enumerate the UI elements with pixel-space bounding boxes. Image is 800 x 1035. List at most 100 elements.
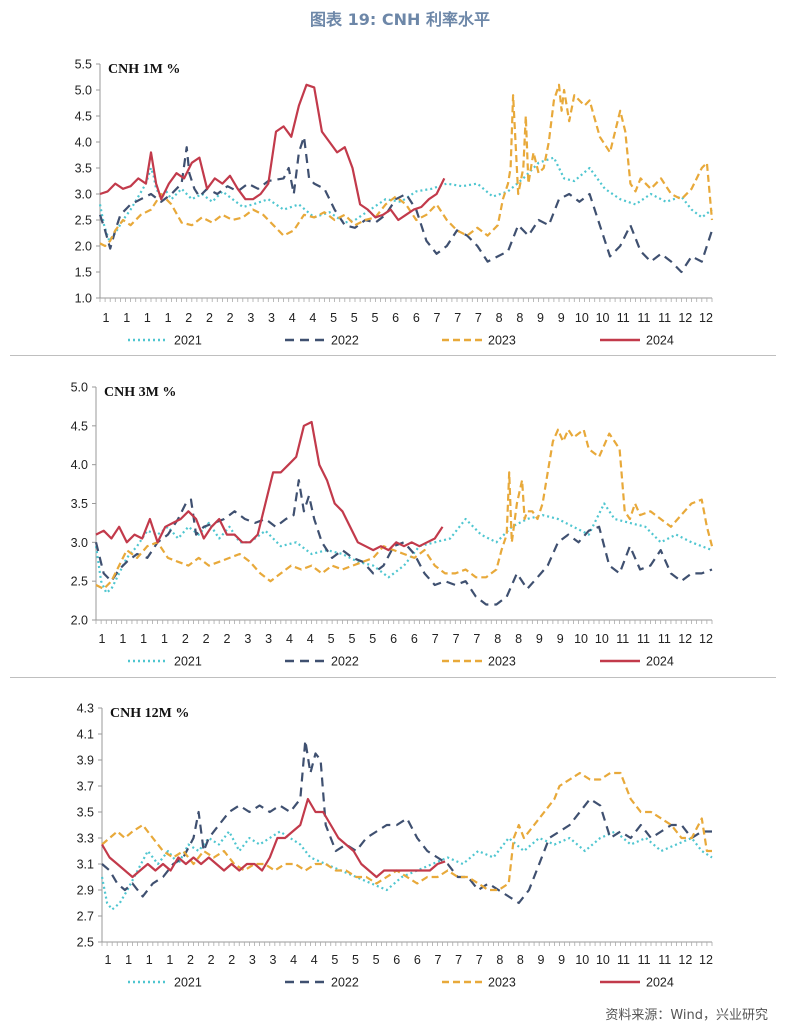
x-tick-label: 1 [140, 632, 147, 646]
legend-label-2023: 2023 [488, 334, 516, 348]
y-tick-label: 2.9 [77, 884, 94, 898]
x-tick-label: 2 [185, 311, 192, 325]
x-tick-label: 9 [557, 632, 564, 646]
y-tick-label: 2.0 [75, 240, 92, 254]
y-tick-label: 3.5 [71, 497, 88, 511]
x-tick-label: 8 [517, 953, 524, 967]
x-tick-label: 7 [475, 311, 482, 325]
x-tick-label: 11 [617, 953, 630, 967]
x-tick-label: 5 [330, 311, 337, 325]
legend-label-2023: 2023 [488, 655, 516, 669]
legend-label-2022: 2022 [331, 334, 359, 348]
y-tick-label: 4.1 [77, 728, 94, 742]
x-tick-label: 11 [658, 311, 671, 325]
y-tick-label: 2.0 [71, 614, 88, 628]
x-tick-label: 2 [203, 632, 210, 646]
x-tick-label: 4 [307, 632, 314, 646]
x-tick-label: 12 [699, 632, 713, 646]
chart-title: CNH 1M % [108, 62, 180, 77]
y-tick-label: 3.5 [77, 806, 94, 820]
x-tick-label: 3 [269, 953, 276, 967]
y-tick-label: 2.7 [77, 910, 94, 924]
y-tick-label: 5.0 [75, 84, 92, 98]
series-line-2023 [99, 83, 714, 248]
x-tick-label: 1 [119, 632, 126, 646]
x-tick-label: 1 [105, 953, 112, 967]
y-tick-label: 4.0 [71, 458, 88, 472]
x-tick-label: 5 [369, 632, 376, 646]
y-tick-label: 4.0 [75, 136, 92, 150]
legend-label-2021: 2021 [174, 976, 202, 990]
x-tick-label: 7 [454, 311, 461, 325]
legend-label-2024: 2024 [646, 334, 674, 348]
x-tick-label: 7 [434, 311, 441, 325]
x-tick-label: 7 [476, 953, 483, 967]
y-tick-label: 5.0 [71, 381, 88, 395]
y-tick-label: 3.1 [77, 858, 94, 872]
divider-2 [10, 677, 776, 678]
x-tick-label: 5 [351, 311, 358, 325]
x-tick-label: 2 [227, 311, 234, 325]
x-tick-label: 10 [574, 632, 588, 646]
x-tick-label: 5 [371, 311, 378, 325]
x-tick-label: 1 [146, 953, 153, 967]
series-line-2022 [94, 479, 713, 606]
y-tick-label: 3.7 [77, 780, 94, 794]
x-tick-label: 5 [352, 953, 359, 967]
x-tick-label: 9 [558, 953, 565, 967]
series-line-2023 [101, 771, 712, 892]
legend-label-2022: 2022 [331, 976, 359, 990]
series-line-2024 [95, 420, 444, 552]
x-tick-label: 6 [413, 311, 420, 325]
chart-title: CNH 3M % [104, 385, 176, 400]
x-tick-label: 8 [515, 632, 522, 646]
x-tick-label: 5 [331, 953, 338, 967]
x-tick-label: 10 [575, 953, 589, 967]
x-tick-label: 11 [637, 311, 650, 325]
x-tick-label: 1 [125, 953, 132, 967]
x-tick-label: 6 [414, 953, 421, 967]
series-line-2022 [98, 135, 714, 274]
series-line-2023 [95, 428, 714, 591]
x-tick-label: 8 [496, 953, 503, 967]
y-tick-label: 3.0 [75, 188, 92, 202]
x-tick-label: 8 [494, 632, 501, 646]
x-tick-label: 1 [103, 311, 110, 325]
x-tick-label: 2 [223, 632, 230, 646]
legend-label-2021: 2021 [174, 655, 202, 669]
x-tick-label: 1 [165, 311, 172, 325]
x-tick-label: 9 [537, 311, 544, 325]
x-tick-label: 11 [658, 953, 671, 967]
x-tick-label: 10 [596, 311, 610, 325]
y-tick-label: 4.5 [75, 110, 92, 124]
x-tick-label: 9 [538, 953, 545, 967]
x-tick-label: 11 [617, 311, 630, 325]
y-tick-label: 1.0 [75, 292, 92, 306]
y-tick-label: 4.5 [71, 419, 88, 433]
y-tick-label: 2.5 [77, 936, 94, 950]
chart-3: 2.52.72.93.13.33.53.73.94.14.31 1 1 1 2 2 2 3 3 4… [77, 702, 713, 990]
x-tick-label: 12 [678, 311, 692, 325]
x-tick-label: 5 [328, 632, 335, 646]
x-tick-label: 12 [678, 632, 692, 646]
y-tick-label: 3.5 [75, 162, 92, 176]
x-tick-label: 7 [453, 632, 460, 646]
x-tick-label: 7 [434, 953, 441, 967]
x-tick-label: 3 [268, 311, 275, 325]
series-line-2024 [99, 83, 446, 222]
chart-1: 1.01.52.02.53.03.54.04.55.05.51 1 1 1 2 2 2 3 3 4… [75, 58, 714, 348]
chart-title: CNH 12M % [110, 706, 189, 721]
x-tick-label: 2 [187, 953, 194, 967]
y-tick-label: 1.5 [75, 266, 92, 280]
legend-label-2021: 2021 [174, 334, 202, 348]
x-tick-label: 1 [99, 632, 106, 646]
x-tick-label: 9 [558, 311, 565, 325]
x-tick-label: 4 [311, 953, 318, 967]
y-tick-label: 5.5 [75, 58, 92, 72]
y-tick-label: 4.3 [77, 702, 94, 716]
y-tick-label: 2.5 [75, 214, 92, 228]
divider-1 [10, 355, 776, 356]
legend-label-2024: 2024 [646, 655, 674, 669]
x-tick-label: 8 [516, 311, 523, 325]
x-tick-label: 2 [208, 953, 215, 967]
